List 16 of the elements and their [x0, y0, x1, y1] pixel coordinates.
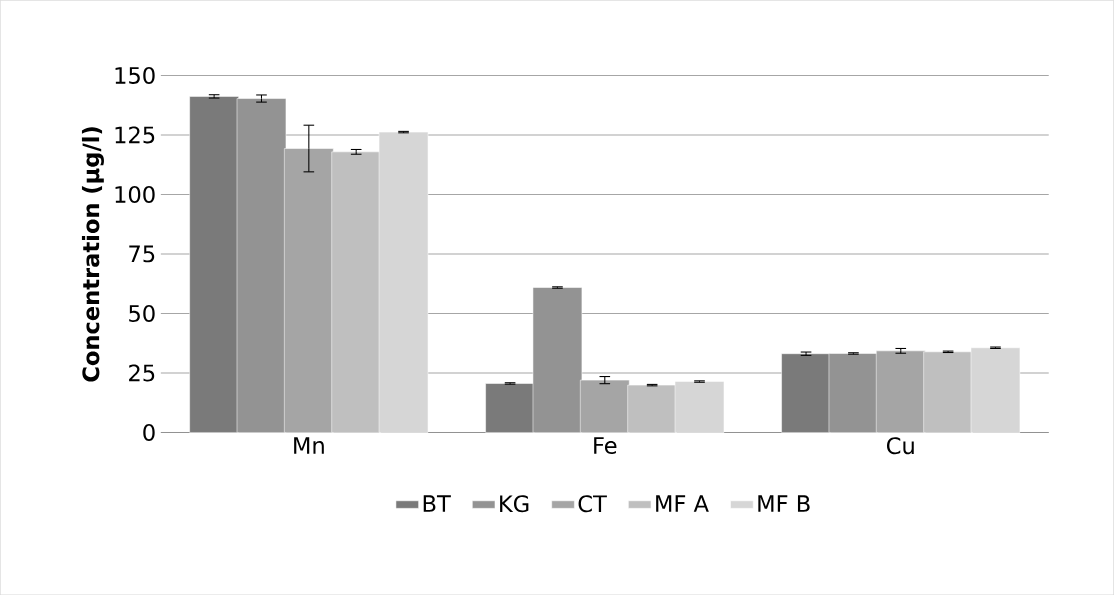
y-tick-label: 125: [115, 126, 155, 144]
y-tick-label: 150: [115, 66, 155, 84]
y-tick-label: 100: [115, 185, 155, 203]
y-tick-label: 50: [129, 304, 155, 322]
y-tick-label: 0: [143, 423, 155, 441]
x-tick-label: Fe: [594, 437, 617, 454]
x-tick-label: Mn: [294, 437, 324, 454]
legend-label: MF A: [656, 495, 709, 512]
y-axis-title: Concentration (µg/l): [81, 127, 104, 382]
legend-label: MF B: [758, 495, 810, 512]
x-tick-label: Cu: [887, 437, 914, 455]
legend-label: CT: [578, 495, 607, 513]
legend-label: KG: [500, 495, 529, 513]
y-tick-label: 75: [129, 245, 155, 263]
legend-label: BT: [423, 495, 451, 512]
y-tick-label: 25: [129, 364, 155, 382]
